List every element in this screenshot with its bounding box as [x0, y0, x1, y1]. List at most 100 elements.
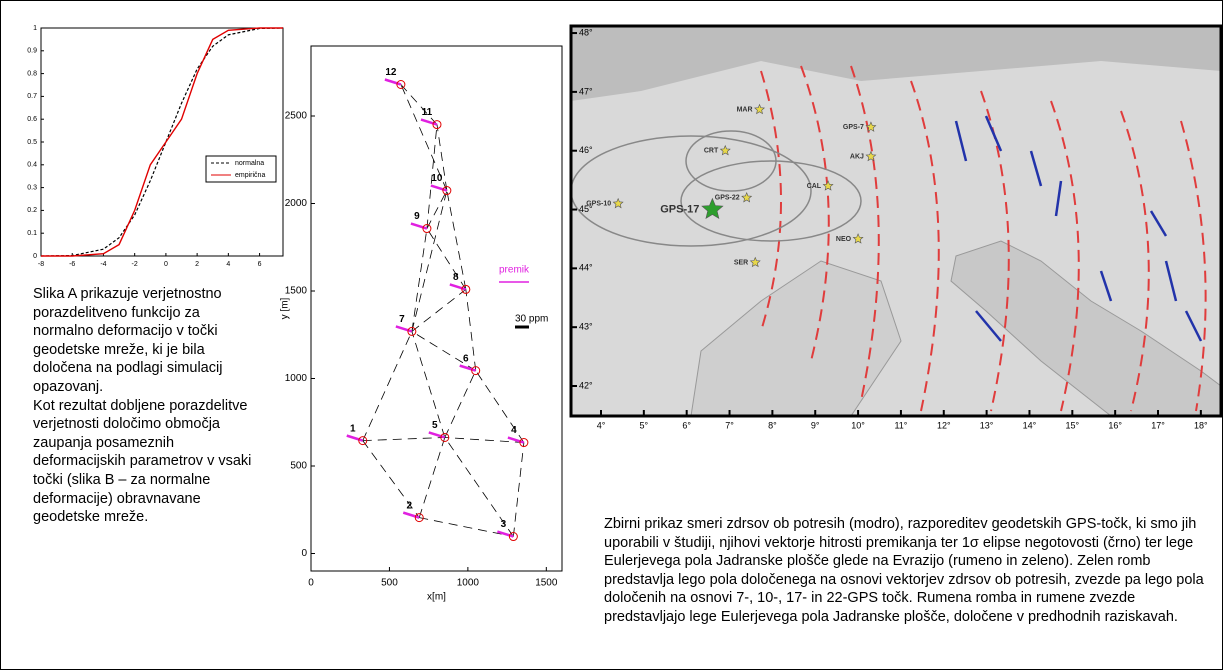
- legend-label: normalna: [235, 160, 264, 167]
- y-tick-label: 0.7: [27, 93, 37, 100]
- x-tick-label: 500: [381, 578, 398, 589]
- station-label: MAR: [737, 106, 753, 113]
- x-tick-label: 6°: [682, 420, 691, 430]
- y-tick-label: 47°: [579, 86, 593, 96]
- y-tick-label: 42°: [579, 380, 593, 390]
- station-label: CRT: [704, 148, 719, 155]
- x-tick-label: 0: [308, 578, 314, 589]
- displacement: [429, 432, 445, 437]
- annotation: premik: [499, 265, 530, 276]
- station-label: NEO: [836, 236, 852, 243]
- displacement: [460, 366, 476, 371]
- point-label: 10: [431, 173, 443, 184]
- point-label: 1: [350, 423, 356, 434]
- x-tick-label: 18°: [1194, 420, 1208, 430]
- station-label: GPS-22: [715, 195, 740, 202]
- x-tick-label: 9°: [811, 420, 820, 430]
- displacement: [347, 436, 363, 441]
- caption-paragraph: Kot rezultat dobljene porazdelitve verje…: [33, 397, 255, 527]
- left-caption: Slika A prikazuje verjetnostno porazdeli…: [33, 285, 255, 527]
- x-tick-label: -8: [38, 261, 44, 268]
- y-tick-label: 0: [33, 253, 37, 260]
- displacement: [403, 513, 419, 518]
- x-tick-label: 12°: [937, 420, 951, 430]
- network-edge: [363, 437, 445, 440]
- network-edge: [419, 518, 513, 537]
- point-label: 9: [414, 211, 420, 222]
- figure-page: -8-6-4-2024600.10.20.30.40.50.60.70.80.9…: [0, 0, 1223, 670]
- x-tick-label: -6: [69, 261, 75, 268]
- y-tick-label: 2500: [285, 111, 308, 122]
- x-tick-label: 8°: [768, 420, 777, 430]
- y-tick-label: 46°: [579, 145, 593, 155]
- y-tick-label: 500: [290, 461, 307, 472]
- y-tick-label: 0.6: [27, 116, 37, 123]
- x-tick-label: 1500: [535, 578, 558, 589]
- x-tick-label: 14°: [1023, 420, 1037, 430]
- x-tick-label: 4: [226, 261, 230, 268]
- station-label: AKJ: [850, 153, 864, 160]
- x-axis-label: x[m]: [427, 592, 446, 603]
- network-edge: [363, 331, 412, 440]
- station-label: GPS-17: [660, 203, 699, 215]
- x-tick-label: 15°: [1066, 420, 1080, 430]
- station-label: CAL: [807, 183, 822, 190]
- x-tick-label: 5°: [640, 420, 649, 430]
- network-edge: [401, 85, 437, 125]
- point-label: 2: [406, 500, 412, 511]
- series-line: [41, 28, 283, 256]
- x-tick-label: 10°: [851, 420, 865, 430]
- y-axis-label: y [m]: [280, 297, 291, 319]
- point-label: 11: [422, 107, 433, 118]
- caption-paragraph: Slika A prikazuje verjetnostno porazdeli…: [33, 285, 255, 397]
- station-label: GPS-7: [843, 124, 864, 131]
- x-tick-label: 0: [164, 261, 168, 268]
- y-tick-label: 0.4: [27, 162, 37, 169]
- series-line: [41, 28, 283, 256]
- point-label: 5: [432, 420, 438, 431]
- network-edge: [445, 371, 476, 438]
- y-tick-label: 0.1: [27, 230, 37, 237]
- point-label: 8: [453, 272, 459, 283]
- x-tick-label: -2: [132, 261, 138, 268]
- network-edge: [513, 443, 524, 537]
- y-tick-label: 48°: [579, 27, 593, 37]
- x-tick-label: 6: [258, 261, 262, 268]
- point-label: 4: [511, 425, 517, 436]
- annotation: 30 ppm: [515, 314, 548, 325]
- network-edge: [419, 437, 445, 517]
- x-tick-label: 11°: [894, 420, 907, 430]
- point-label: 12: [385, 67, 397, 78]
- y-tick-label: 1000: [285, 373, 308, 384]
- station-label: GPS-10: [586, 200, 611, 207]
- point-label: 6: [463, 353, 469, 364]
- caption-paragraph: Zbirni prikaz smeri zdrsov ob potresih (…: [604, 515, 1204, 627]
- network-edge: [412, 331, 476, 370]
- x-tick-label: 16°: [1108, 420, 1122, 430]
- y-tick-label: 0.2: [27, 207, 37, 214]
- station-label: SER: [734, 259, 748, 266]
- y-tick-label: 1: [33, 25, 37, 32]
- y-tick-label: 0.8: [27, 70, 37, 77]
- displacement: [431, 186, 447, 191]
- y-tick-label: 0.3: [27, 184, 37, 191]
- legend-label: empirična: [235, 172, 265, 179]
- y-tick-label: 0.5: [27, 139, 37, 146]
- cdf-frame: [41, 28, 283, 256]
- network-edge: [412, 289, 466, 331]
- y-tick-label: 2000: [285, 198, 308, 209]
- network-edge: [412, 331, 445, 437]
- displacement: [411, 224, 427, 229]
- x-tick-label: 13°: [980, 420, 994, 430]
- point-label: 3: [501, 519, 507, 530]
- displacement: [396, 326, 412, 331]
- x-tick-label: 2: [195, 261, 199, 268]
- x-tick-label: 7°: [725, 420, 734, 430]
- x-tick-label: 17°: [1151, 420, 1165, 430]
- point-label: 7: [399, 314, 405, 325]
- displacement: [385, 80, 401, 85]
- x-tick-label: 1000: [457, 578, 480, 589]
- x-tick-label: 4°: [597, 420, 606, 430]
- y-tick-label: 1500: [285, 286, 308, 297]
- y-tick-label: 43°: [579, 322, 593, 332]
